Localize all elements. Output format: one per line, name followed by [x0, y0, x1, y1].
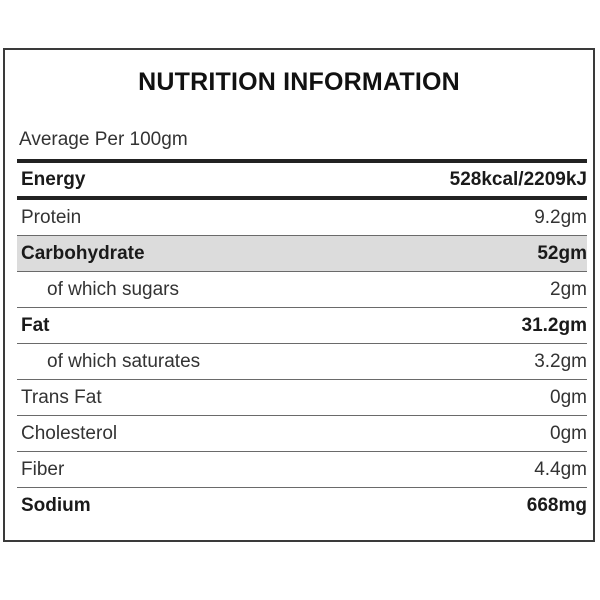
row-value: 0gm [550, 422, 587, 444]
panel-title: NUTRITION INFORMATION [138, 68, 460, 96]
table-row-cholesterol: Cholesterol 0gm [17, 416, 587, 452]
row-value: 668mg [526, 494, 587, 516]
row-label: Sodium [21, 494, 91, 516]
row-label: Protein [21, 206, 82, 228]
row-label: Energy [21, 168, 86, 190]
table-row-sugars: of which sugars 2gm [17, 272, 587, 308]
table-row-carbohydrate: Carbohydrate 52gm [17, 236, 587, 272]
table-row-trans-fat: Trans Fat 0gm [17, 380, 587, 416]
row-value: 4.4gm [534, 458, 587, 480]
row-value: 2gm [550, 278, 587, 300]
row-value: 528kcal/2209kJ [449, 168, 587, 190]
row-label: Fat [21, 314, 50, 336]
row-value: 3.2gm [534, 350, 587, 372]
row-label: Trans Fat [21, 386, 102, 408]
table-row-protein: Protein 9.2gm [17, 200, 587, 236]
table-row-energy: Energy 528kcal/2209kJ [17, 159, 587, 200]
table-row-saturates: of which saturates 3.2gm [17, 344, 587, 380]
row-value: 9.2gm [534, 206, 587, 228]
row-value: 31.2gm [521, 314, 587, 336]
table-row-fat: Fat 31.2gm [17, 308, 587, 344]
row-value: 52gm [537, 242, 587, 264]
serving-basis: Average Per 100gm [19, 129, 188, 150]
row-label: Carbohydrate [21, 242, 145, 264]
row-value: 0gm [550, 386, 587, 408]
nutrition-table: Energy 528kcal/2209kJ Protein 9.2gm Carb… [17, 159, 587, 523]
row-label: Cholesterol [21, 422, 118, 444]
table-row-fiber: Fiber 4.4gm [17, 452, 587, 488]
table-row-sodium: Sodium 668mg [17, 488, 587, 523]
nutrition-panel: NUTRITION INFORMATION Average Per 100gm … [3, 48, 595, 542]
row-label: of which saturates [47, 350, 201, 372]
row-label: of which sugars [47, 278, 180, 300]
row-label: Fiber [21, 458, 65, 480]
